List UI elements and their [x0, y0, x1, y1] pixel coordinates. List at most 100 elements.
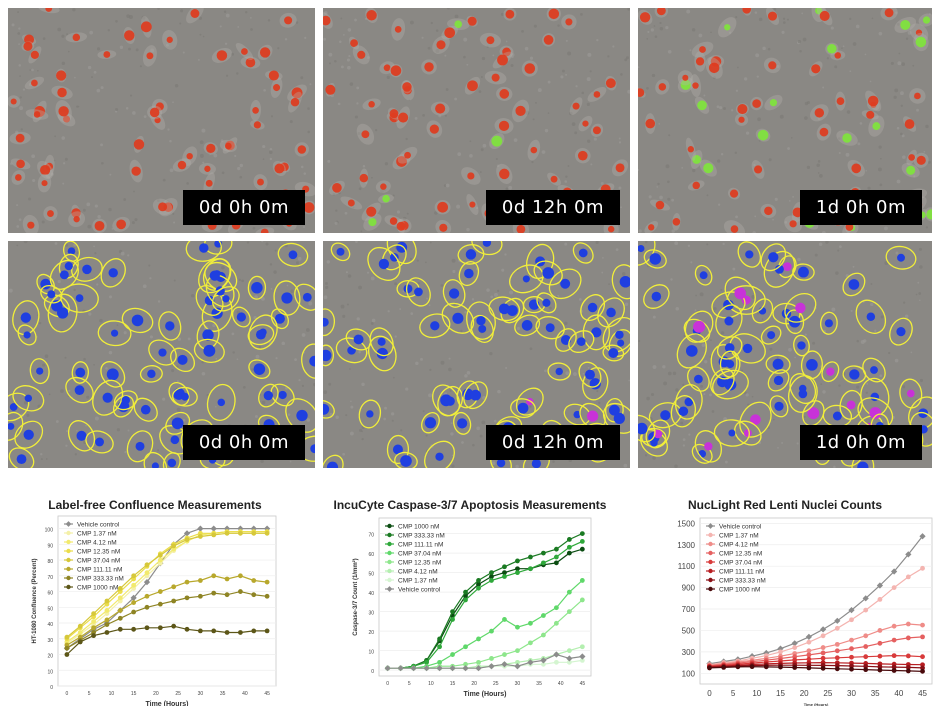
cell-outline — [800, 350, 823, 380]
cell-outline — [248, 314, 278, 350]
nucleus-mask — [649, 253, 662, 265]
cell-outline — [323, 399, 335, 419]
nucleus-mask — [560, 278, 571, 289]
legend-marker — [708, 577, 713, 583]
data-point — [553, 560, 559, 566]
series-line — [387, 533, 583, 669]
legend-marker — [66, 557, 71, 563]
y-tick-label: 30 — [368, 611, 374, 617]
cell-outline — [694, 430, 723, 463]
cell-outline — [710, 368, 735, 396]
nucleus — [692, 155, 702, 164]
nucleus — [72, 33, 81, 42]
nucleus-mask — [177, 354, 188, 365]
nucleus-mask — [573, 410, 581, 419]
legend-marker — [707, 523, 714, 529]
y-tick-label: 100 — [45, 528, 54, 534]
x-tick-label: 30 — [198, 691, 204, 697]
nucleus — [499, 89, 510, 99]
legend-label: CMP 333.33 nM — [719, 578, 766, 585]
legend-label: CMP 37.04 nM — [719, 560, 762, 567]
data-point — [877, 628, 883, 633]
cell-outline — [712, 369, 749, 400]
data-point — [566, 609, 572, 615]
cell-outline — [248, 359, 271, 379]
y-tick-label: 60 — [368, 552, 374, 558]
nucleus — [819, 127, 829, 137]
nucleus-mask — [613, 412, 625, 425]
x-tick-label: 10 — [109, 691, 115, 697]
data-point — [64, 634, 70, 640]
cell-outline — [100, 361, 126, 388]
nucleus — [124, 30, 135, 41]
cell-outline — [687, 366, 710, 392]
nucleus-mask — [440, 394, 453, 407]
data-point — [891, 637, 897, 643]
nucleus-mask — [95, 437, 104, 447]
cell-outline — [330, 242, 351, 262]
data-point — [264, 593, 270, 599]
nucleus — [906, 165, 916, 175]
nucleus-mask — [684, 397, 694, 407]
nucleus — [682, 74, 689, 81]
nucleus-mask — [67, 247, 76, 255]
nucleus-mask — [165, 321, 175, 331]
cell-outline — [185, 241, 222, 262]
nucleus-mask — [782, 262, 792, 272]
nucleus — [708, 62, 720, 74]
nucleus-mask — [309, 355, 315, 367]
cell-outline — [536, 292, 557, 314]
cell-outline — [710, 344, 738, 380]
x-tick-label: 20 — [153, 691, 159, 697]
cell-outline — [369, 327, 394, 357]
data-point — [553, 554, 559, 560]
nucleus-mask — [478, 324, 487, 333]
nucleus-mask — [896, 327, 906, 337]
data-point — [863, 607, 869, 613]
cell-outline — [12, 300, 40, 336]
nucleus-mask — [464, 268, 474, 279]
cell-outline — [643, 249, 667, 269]
cell-outline — [345, 328, 372, 351]
nucleus — [268, 70, 279, 81]
nucleus — [872, 122, 881, 131]
data-point — [476, 659, 481, 665]
nucleus-mask — [121, 396, 130, 405]
nucleus — [290, 97, 300, 107]
nucleus — [71, 208, 81, 218]
cell-outline — [301, 343, 315, 379]
data-point — [91, 625, 96, 631]
nucleus — [190, 9, 200, 18]
data-point — [877, 667, 883, 673]
data-point — [157, 552, 163, 558]
nucleus — [47, 210, 54, 217]
x-tick-label: 25 — [823, 689, 832, 698]
cell-outline — [578, 361, 602, 388]
nucleus-mask — [584, 369, 595, 380]
nucleus-mask — [400, 455, 412, 467]
x-axis-label: Time (Hours) — [145, 701, 188, 706]
nucleus — [33, 111, 41, 118]
nucleus — [245, 57, 256, 68]
cell-outline — [14, 420, 44, 449]
nucleus-mask — [64, 262, 73, 271]
series-line — [66, 625, 268, 655]
data-point — [131, 573, 137, 579]
timestamp-label: 0d 12h 0m — [485, 425, 620, 460]
nucleus-mask — [414, 287, 423, 297]
data-point — [541, 632, 546, 638]
nucleus-mask — [531, 458, 541, 468]
cell-outline — [358, 399, 382, 429]
data-point — [224, 576, 230, 582]
data-point — [424, 659, 429, 665]
nucleus-mask — [704, 442, 713, 451]
nucleus — [389, 109, 399, 119]
data-point — [905, 635, 911, 641]
legend-marker — [708, 532, 713, 538]
cell-outline — [172, 386, 198, 407]
cell-outline — [602, 317, 630, 353]
x-tick-label: 15 — [776, 689, 785, 698]
series-line — [709, 567, 923, 666]
cell-outline — [113, 390, 138, 411]
cell-outline — [198, 258, 232, 294]
